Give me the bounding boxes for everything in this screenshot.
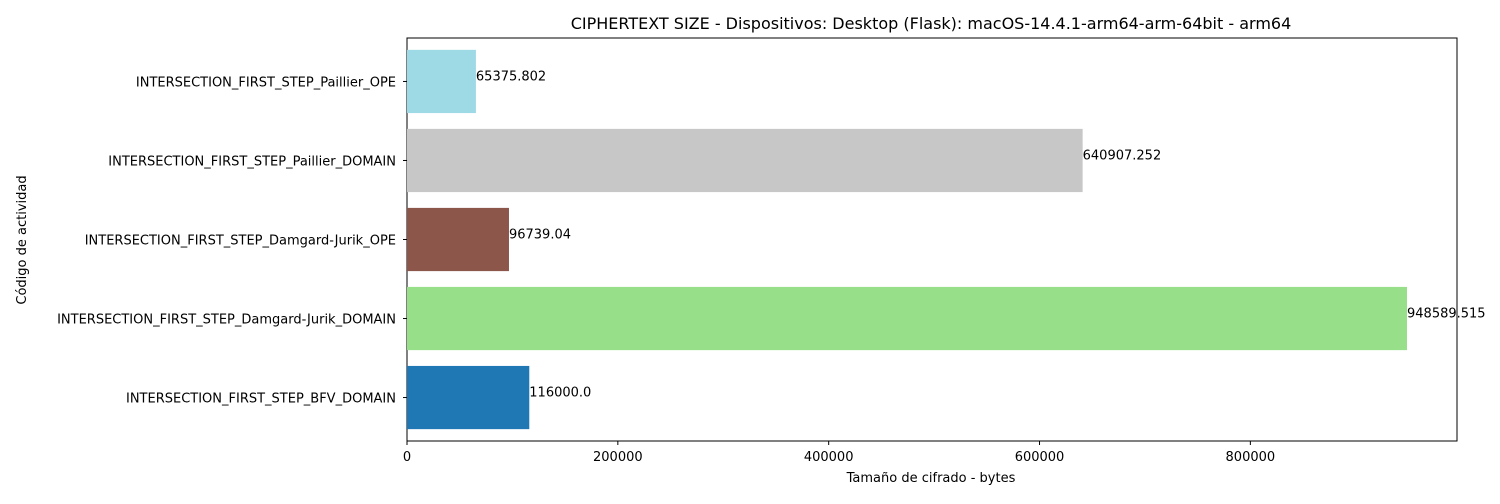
x-tick-label: 0 bbox=[403, 450, 411, 465]
x-tick-label: 800000 bbox=[1226, 450, 1276, 465]
x-tick-label: 200000 bbox=[593, 450, 643, 465]
x-axis-ticks: 0 200000 400000 600000 800000 bbox=[403, 441, 1275, 465]
x-tick-label: 600000 bbox=[1015, 450, 1065, 465]
bar-value-label: 640907.252 bbox=[1083, 148, 1162, 163]
y-tick-label: INTERSECTION_FIRST_STEP_BFV_DOMAIN bbox=[126, 392, 396, 407]
bar-value-label: 65375.802 bbox=[476, 69, 546, 84]
y-tick-label: INTERSECTION_FIRST_STEP_Paillier_OPE bbox=[136, 75, 396, 90]
bar-value-label: 116000.0 bbox=[529, 386, 591, 401]
y-tick-label: INTERSECTION_FIRST_STEP_Paillier_DOMAIN bbox=[108, 154, 396, 169]
bar-value-label: 948589.515 bbox=[1407, 307, 1486, 322]
y-tick-label: INTERSECTION_FIRST_STEP_Damgard-Jurik_OP… bbox=[85, 234, 396, 249]
x-tick-label: 400000 bbox=[804, 450, 854, 465]
bar bbox=[407, 49, 476, 114]
bars-layer: 116000.0 948589.515 96739.04 640907.252 6537… bbox=[407, 49, 1486, 430]
x-axis-label: Tamaño de cifrado - bytes bbox=[846, 471, 1016, 486]
bar bbox=[407, 286, 1407, 351]
bar bbox=[407, 207, 509, 272]
bar-value-label: 96739.04 bbox=[509, 228, 571, 243]
y-axis-ticks: INTERSECTION_FIRST_STEP_BFV_DOMAIN INTERS… bbox=[57, 75, 407, 407]
y-axis-label: Código de actividad bbox=[15, 175, 30, 304]
bar bbox=[407, 128, 1083, 193]
bar bbox=[407, 365, 530, 430]
y-tick-label: INTERSECTION_FIRST_STEP_Damgard-Jurik_DO… bbox=[57, 313, 396, 328]
chart-title: CIPHERTEXT SIZE - Dispositivos: Desktop … bbox=[571, 14, 1292, 33]
